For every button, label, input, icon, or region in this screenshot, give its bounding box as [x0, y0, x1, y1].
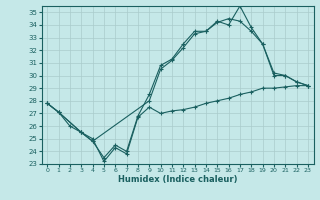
X-axis label: Humidex (Indice chaleur): Humidex (Indice chaleur): [118, 175, 237, 184]
